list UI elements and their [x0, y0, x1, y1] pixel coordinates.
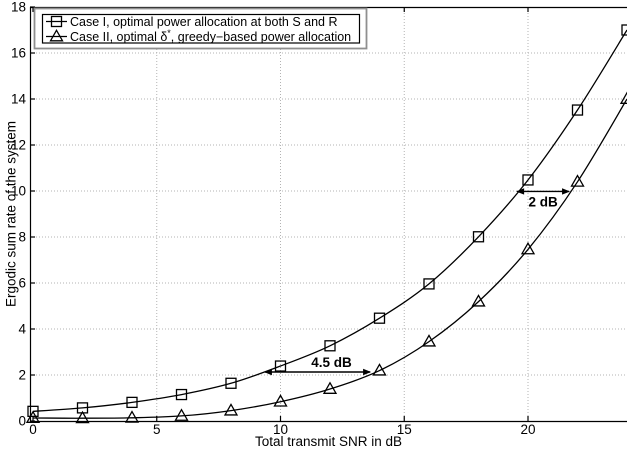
x-tick-label-20: 20	[520, 422, 535, 437]
case1-marker-x24	[621, 24, 627, 36]
y-tick-label-16: 16	[11, 46, 26, 61]
case2-marker-x16	[421, 334, 437, 347]
x-tick-label-15: 15	[397, 422, 412, 437]
legend-outer-box	[33, 7, 368, 50]
x-tick-label-5: 5	[153, 422, 161, 437]
case1-marker-x0	[27, 405, 39, 417]
case2-marker-x8	[223, 403, 239, 416]
x-tick-label-0: 0	[29, 422, 37, 437]
case1-curve	[32, 29, 627, 412]
y-tick-label-12: 12	[11, 138, 26, 153]
y-tick-label-18: 18	[11, 0, 26, 15]
case1-marker-x8	[225, 377, 237, 389]
arrowhead-left-0	[263, 368, 272, 376]
case2-marker-x6	[174, 408, 189, 421]
y-tick-label-10: 10	[11, 184, 26, 199]
case2-marker-x18	[471, 294, 486, 307]
case1-marker-x12	[324, 340, 336, 352]
case1-marker-x22	[571, 104, 584, 116]
y-tick-label-14: 14	[11, 92, 27, 107]
case2-marker-x4	[124, 410, 140, 423]
annotation-label-0: 4.5 dB	[311, 355, 352, 370]
y-tick-label-4: 4	[18, 322, 26, 337]
legend-square-marker-icon	[50, 15, 63, 28]
x-tick-label-10: 10	[273, 422, 288, 437]
case2-curve	[32, 98, 627, 419]
arrowhead-left-1	[516, 188, 525, 195]
y-tick-label-6: 6	[18, 276, 26, 291]
case1-marker-x14	[373, 312, 386, 324]
legend-label-2: Case II, optimal δ*, greedy−based power …	[70, 28, 351, 44]
case2-marker-x0	[25, 410, 41, 423]
case1-marker-x16	[423, 278, 435, 290]
case2-marker-x20	[520, 241, 536, 255]
y-axis-label: Ergodic sum rate of the system	[3, 120, 19, 308]
y-tick-label-2: 2	[18, 368, 26, 383]
case2-marker-x24	[619, 91, 627, 104]
case2-marker-x12	[322, 381, 338, 394]
case1-marker-x4	[126, 396, 138, 409]
case1-marker-x10	[274, 360, 287, 372]
case2-marker-x2	[75, 410, 90, 424]
case1-marker-x20	[522, 174, 534, 186]
case2-marker-x14	[372, 363, 387, 376]
annotation-label-1: 2 dB	[528, 194, 558, 209]
y-tick-label-0: 0	[18, 414, 26, 429]
x-axis-label: Total transmit SNR in dB	[254, 434, 403, 449]
arrowhead-right-0	[363, 368, 372, 376]
case2-marker-x22	[570, 174, 585, 187]
legend-inner-box	[41, 13, 361, 44]
arrowhead-right-1	[562, 188, 571, 195]
y-tick-label-8: 8	[18, 230, 26, 245]
case1-marker-x18	[472, 231, 485, 243]
case2-marker-x10	[273, 394, 288, 407]
case1-marker-x6	[175, 388, 188, 401]
legend-triangle-marker-icon	[49, 28, 64, 42]
legend-label-1: Case I, optimal power allocation at both…	[70, 15, 338, 29]
